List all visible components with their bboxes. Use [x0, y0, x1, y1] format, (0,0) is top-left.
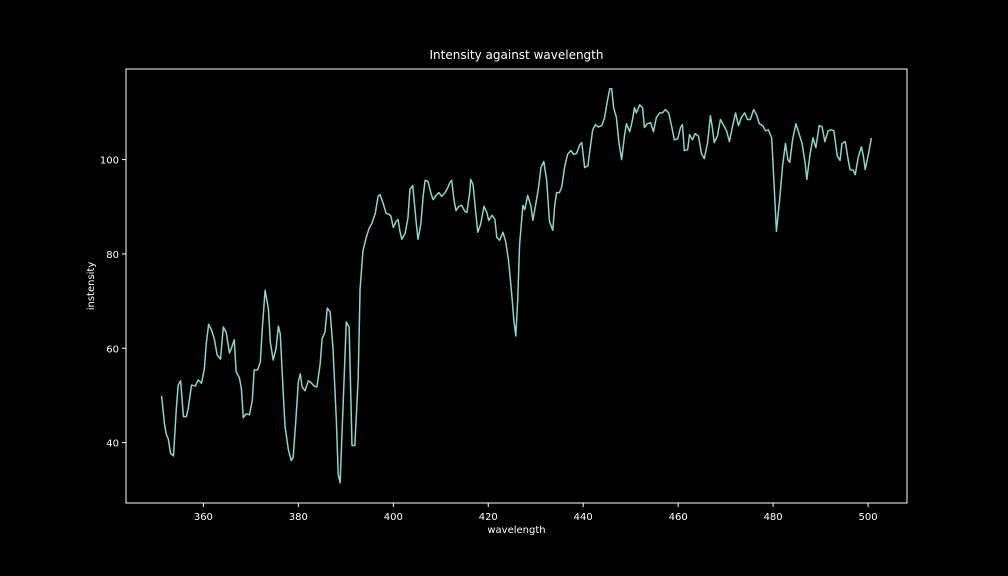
y-tick-label: 40	[106, 439, 119, 450]
x-tick-label: 460	[669, 512, 688, 523]
data-line	[160, 88, 873, 484]
x-axis-label: wavelength	[487, 525, 545, 536]
y-tick-label: 100	[100, 156, 119, 167]
y-tick-label: 60	[106, 344, 119, 355]
x-tick-label: 400	[384, 512, 403, 523]
y-axis-label: instensity	[86, 262, 97, 311]
x-tick-label: 440	[574, 512, 593, 523]
x-tick-label: 380	[289, 512, 308, 523]
chart-title: Intensity against wavelength	[430, 48, 604, 62]
plot-frame	[125, 68, 908, 504]
y-tick-label: 80	[106, 250, 119, 261]
x-tick-label: 480	[764, 512, 783, 523]
x-tick-label: 360	[194, 512, 213, 523]
x-tick-label: 420	[479, 512, 498, 523]
x-tick-label: 500	[859, 512, 878, 523]
